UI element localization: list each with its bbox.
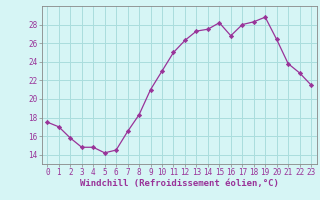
X-axis label: Windchill (Refroidissement éolien,°C): Windchill (Refroidissement éolien,°C) [80,179,279,188]
